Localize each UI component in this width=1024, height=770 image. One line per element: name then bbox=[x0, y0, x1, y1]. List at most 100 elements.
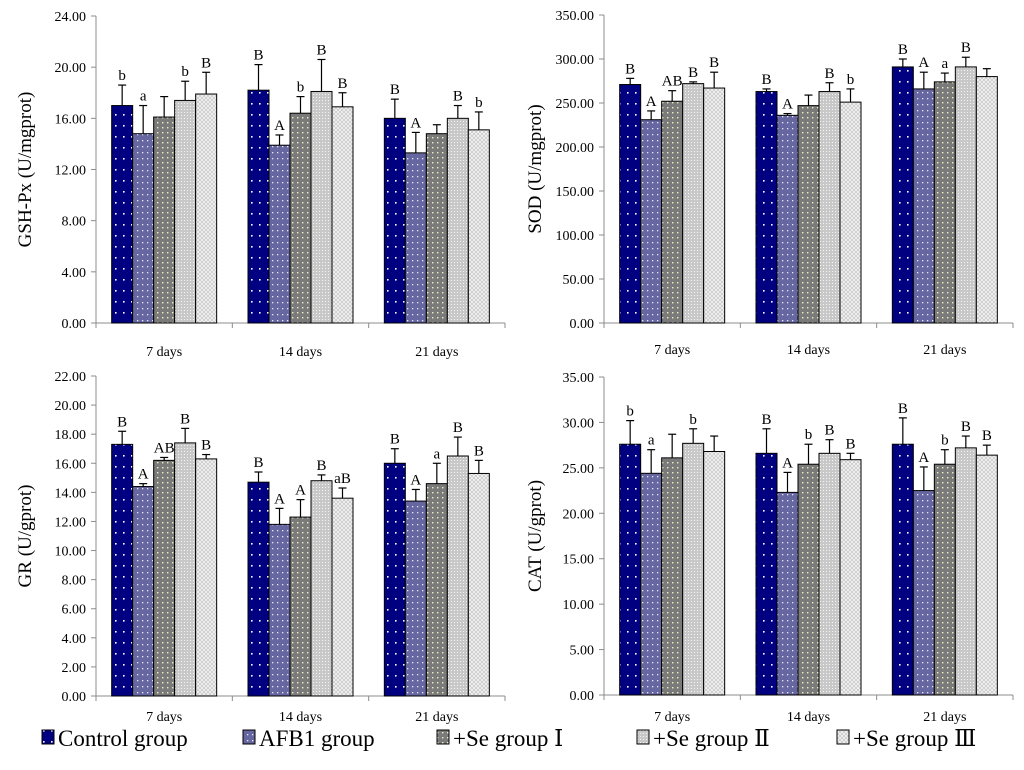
significance-label: aB bbox=[334, 471, 351, 487]
y-tick-label: 0.00 bbox=[570, 317, 595, 332]
significance-label: A bbox=[138, 467, 149, 483]
x-category-label: 14 days bbox=[787, 710, 830, 725]
significance-label: a bbox=[941, 56, 948, 72]
y-axis-label: CAT (U/gprot) bbox=[525, 480, 546, 592]
x-category-label: 21 days bbox=[415, 345, 458, 360]
x-category-label: 21 days bbox=[415, 710, 458, 725]
bar-control bbox=[111, 443, 134, 697]
bar-se1 bbox=[797, 105, 820, 324]
y-tick-label: 16.00 bbox=[55, 112, 87, 127]
y-tick-label: 8.00 bbox=[62, 215, 87, 230]
significance-label: B bbox=[898, 42, 908, 58]
x-category-label: 21 days bbox=[923, 343, 966, 358]
significance-label: A bbox=[410, 472, 421, 488]
bar-control bbox=[111, 105, 134, 324]
y-tick-label: 12.00 bbox=[55, 164, 87, 179]
bar-afb1 bbox=[132, 486, 155, 697]
x-category-label: 14 days bbox=[279, 345, 322, 360]
significance-label: A bbox=[782, 455, 793, 471]
legend-label-se2: +Se group Ⅱ bbox=[653, 726, 770, 751]
significance-label: b bbox=[118, 68, 126, 84]
significance-label: AB bbox=[154, 440, 175, 456]
y-tick-label: 30.00 bbox=[563, 416, 595, 431]
y-tick-label: 5.00 bbox=[570, 644, 595, 659]
bar-control bbox=[383, 462, 406, 697]
y-tick-label: 350.00 bbox=[556, 9, 595, 24]
bar-se1 bbox=[153, 116, 176, 324]
bar-se3 bbox=[195, 458, 218, 697]
significance-label: B bbox=[390, 432, 400, 448]
chart-gr: 0.00 2.00 4.00 6.00 8.00 10.00 12.00 14.00 16.00… bbox=[15, 370, 506, 725]
bar-se2 bbox=[446, 455, 469, 697]
significance-label: a bbox=[648, 433, 655, 449]
x-category-label: 21 days bbox=[923, 710, 966, 725]
significance-label: B bbox=[253, 48, 263, 64]
bar-se1 bbox=[661, 100, 684, 324]
y-tick-label: 100.00 bbox=[556, 229, 595, 244]
significance-label: B bbox=[453, 89, 463, 105]
y-tick-label: 18.00 bbox=[55, 428, 87, 443]
x-category-label: 14 days bbox=[787, 343, 830, 358]
significance-label: B bbox=[180, 411, 190, 427]
significance-label: a bbox=[433, 446, 440, 462]
significance-label: A bbox=[782, 97, 793, 113]
bar-control bbox=[619, 84, 642, 324]
significance-label: B bbox=[961, 40, 971, 56]
y-tick-label: 20.00 bbox=[563, 507, 595, 522]
x-category-label: 7 days bbox=[654, 343, 690, 358]
y-tick-label: 25.00 bbox=[563, 462, 595, 477]
bar-control bbox=[891, 443, 914, 696]
y-tick-label: 6.00 bbox=[62, 603, 87, 618]
bar-afb1 bbox=[776, 491, 799, 696]
significance-label: A bbox=[274, 491, 285, 507]
y-axis-label: GR (U/gprot) bbox=[15, 485, 36, 588]
bar-se3 bbox=[331, 497, 354, 697]
bar-se1 bbox=[661, 457, 684, 696]
y-tick-label: 300.00 bbox=[556, 53, 595, 68]
bar-se3 bbox=[703, 451, 726, 696]
bar-se2 bbox=[310, 90, 333, 324]
y-tick-label: 4.00 bbox=[62, 632, 87, 647]
significance-label: A bbox=[646, 94, 657, 110]
y-tick-label: 0.00 bbox=[62, 317, 87, 332]
bar-afb1 bbox=[776, 114, 799, 324]
significance-label: AB bbox=[662, 74, 683, 90]
significance-label: A bbox=[274, 118, 285, 134]
y-tick-label: 150.00 bbox=[556, 185, 595, 200]
legend-label-se3: +Se group Ⅲ bbox=[853, 726, 976, 751]
bar-se3 bbox=[839, 101, 862, 324]
x-category-label: 14 days bbox=[279, 710, 322, 725]
bar-afb1 bbox=[404, 152, 427, 324]
y-tick-label: 22.00 bbox=[55, 370, 87, 385]
x-category-label: 7 days bbox=[146, 710, 182, 725]
significance-label: b bbox=[805, 427, 813, 443]
bar-se2 bbox=[954, 66, 977, 324]
y-tick-label: 14.00 bbox=[55, 486, 87, 501]
significance-label: B bbox=[253, 455, 263, 471]
significance-label: B bbox=[117, 414, 127, 430]
significance-label: B bbox=[201, 438, 211, 454]
bar-se3 bbox=[703, 87, 726, 324]
bar-afb1 bbox=[132, 133, 155, 324]
y-tick-label: 50.00 bbox=[563, 273, 595, 288]
bar-se2 bbox=[818, 452, 841, 696]
x-category-label: 7 days bbox=[654, 710, 690, 725]
y-tick-label: 2.00 bbox=[62, 661, 87, 676]
significance-label: B bbox=[761, 72, 771, 88]
y-tick-label: 20.00 bbox=[55, 399, 87, 414]
significance-label: B bbox=[982, 428, 992, 444]
significance-label: B bbox=[337, 76, 347, 92]
bar-se2 bbox=[174, 442, 197, 697]
significance-label: B bbox=[845, 436, 855, 452]
bar-control bbox=[383, 117, 406, 324]
significance-label: B bbox=[709, 55, 719, 71]
bar-se1 bbox=[425, 483, 448, 697]
significance-label: B bbox=[824, 423, 834, 439]
y-tick-label: 8.00 bbox=[62, 574, 87, 589]
bar-control bbox=[247, 89, 270, 324]
bar-afb1 bbox=[404, 500, 427, 697]
bar-se3 bbox=[195, 93, 218, 324]
significance-label: b bbox=[626, 404, 634, 420]
y-axis-label: SOD (U/mgprot) bbox=[525, 104, 546, 233]
